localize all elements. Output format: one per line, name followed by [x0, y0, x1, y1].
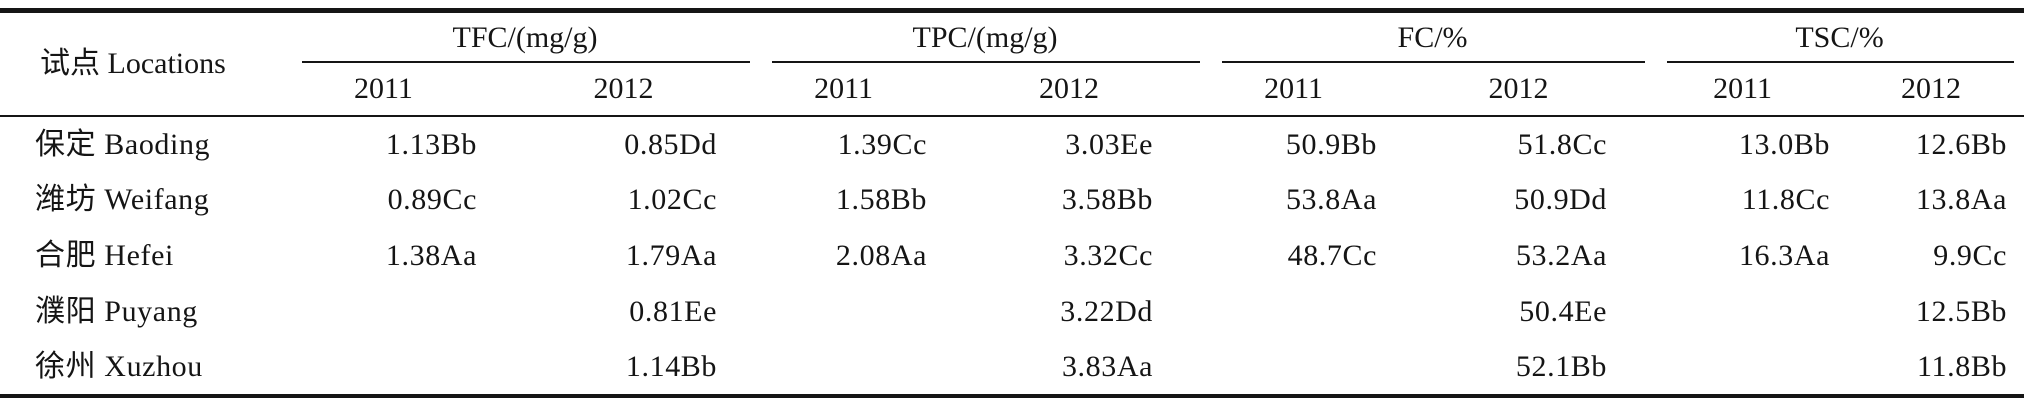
results-table: 试点 Locations TFC/(mg/g) TPC/(mg/g) FC/% …	[0, 8, 2024, 398]
cell-tpc-2012: 3.03Ee	[1065, 127, 1154, 161]
cell-tpc-2011: 1.39Cc	[837, 127, 928, 161]
cell-tfc-2012: 1.14Bb	[625, 350, 718, 383]
table-row-baoding: 保定 Baoding 1.13Bb 0.85Dd 1.39Cc 3.03Ee 5…	[0, 116, 2024, 172]
cell-tfc-2012: 1.02Cc	[627, 183, 718, 216]
cell-tfc-2011	[290, 284, 530, 340]
cell-tfc-2011: 1.38Aa	[385, 239, 477, 272]
column-header-tsc-2012: 2012	[1855, 63, 2024, 117]
column-header-tfc-2011: 2011	[290, 63, 530, 117]
table-row-puyang: 濮阳 Puyang 0.81Ee 3.22Dd 50.4Ee 12.5Bb	[0, 284, 2024, 340]
cell-fc-2011: 50.9Bb	[1285, 127, 1378, 161]
cell-tsc-2012: 12.5Bb	[1915, 295, 2008, 328]
location-label: 徐州 Xuzhou	[35, 350, 203, 383]
cell-tsc-2012: 12.6Bb	[1915, 127, 2008, 161]
cell-tpc-2011: 1.58Bb	[835, 183, 928, 216]
cell-tpc-2012: 3.32Cc	[1063, 239, 1154, 272]
cell-fc-2011	[1210, 340, 1430, 396]
cell-tpc-2011	[760, 340, 985, 396]
column-header-tpc-2011: 2011	[760, 63, 986, 117]
cell-fc-2012: 51.8Cc	[1517, 127, 1608, 161]
column-group-fc: FC/%	[1210, 11, 1655, 64]
year-header-row: 2011 2012 2011 2012 2011 2012 2011 2012	[0, 63, 2024, 117]
cell-tpc-2011: 2.08Aa	[835, 239, 928, 272]
cell-tsc-2012: 11.8Bb	[1917, 350, 2008, 383]
group-header-row: 试点 Locations TFC/(mg/g) TPC/(mg/g) FC/% …	[0, 10, 2024, 117]
table-row-weifang: 潍坊 Weifang 0.89Cc 1.02Cc 1.58Bb 3.58Bb 5…	[0, 172, 2024, 228]
column-header-locations: 试点 Locations	[0, 10, 290, 117]
cell-tfc-2012: 0.81Ee	[629, 295, 718, 328]
column-header-tsc-2011: 2011	[1655, 63, 1856, 117]
cell-fc-2012: 50.9Dd	[1514, 183, 1608, 216]
column-header-fc-2012: 2012	[1430, 63, 1656, 117]
cell-tpc-2012: 3.83Aa	[1061, 350, 1154, 383]
cell-fc-2012: 50.4Ee	[1519, 295, 1608, 328]
column-header-fc-2011: 2011	[1210, 63, 1431, 117]
cell-fc-2011: 48.7Cc	[1287, 239, 1378, 272]
cell-tpc-2011	[760, 284, 985, 340]
cell-tsc-2011	[1655, 340, 1855, 396]
table-row-hefei: 合肥 Hefei 1.38Aa 1.79Aa 2.08Aa 3.32Cc 48.…	[0, 228, 2024, 284]
column-group-tsc: TSC/%	[1655, 11, 2024, 64]
cell-fc-2011	[1210, 284, 1430, 340]
cell-tfc-2012: 0.85Dd	[624, 127, 718, 161]
location-label: 保定 Baoding	[35, 127, 211, 161]
cell-tpc-2012: 3.58Bb	[1061, 183, 1154, 216]
cell-tsc-2011: 13.0Bb	[1738, 127, 1831, 161]
cell-tfc-2011: 0.89Cc	[387, 183, 477, 216]
column-group-tfc: TFC/(mg/g)	[290, 11, 760, 64]
cell-tfc-2012: 1.79Aa	[625, 239, 718, 272]
cell-tsc-2011: 16.3Aa	[1738, 239, 1831, 272]
column-header-tfc-2012: 2012	[530, 63, 761, 117]
column-header-tpc-2012: 2012	[985, 63, 1211, 117]
location-label: 潍坊 Weifang	[35, 183, 210, 216]
cell-tfc-2011	[290, 340, 530, 396]
cell-fc-2012: 52.1Bb	[1515, 350, 1608, 383]
column-group-tpc: TPC/(mg/g)	[760, 11, 1210, 64]
cell-tfc-2011: 1.13Bb	[385, 127, 477, 161]
cell-tsc-2011	[1655, 284, 1855, 340]
cell-fc-2011: 53.8Aa	[1285, 183, 1378, 216]
cell-tsc-2011: 11.8Cc	[1741, 183, 1831, 216]
cell-tsc-2012: 9.9Cc	[1933, 239, 2008, 272]
cell-fc-2012: 53.2Aa	[1515, 239, 1608, 272]
cell-tpc-2012: 3.22Dd	[1060, 295, 1154, 328]
table-row-xuzhou: 徐州 Xuzhou 1.14Bb 3.83Aa 52.1Bb 11.8Bb	[0, 340, 2024, 396]
cell-tsc-2012: 13.8Aa	[1915, 183, 2008, 216]
location-label: 合肥 Hefei	[35, 239, 174, 272]
location-label: 濮阳 Puyang	[35, 295, 198, 328]
